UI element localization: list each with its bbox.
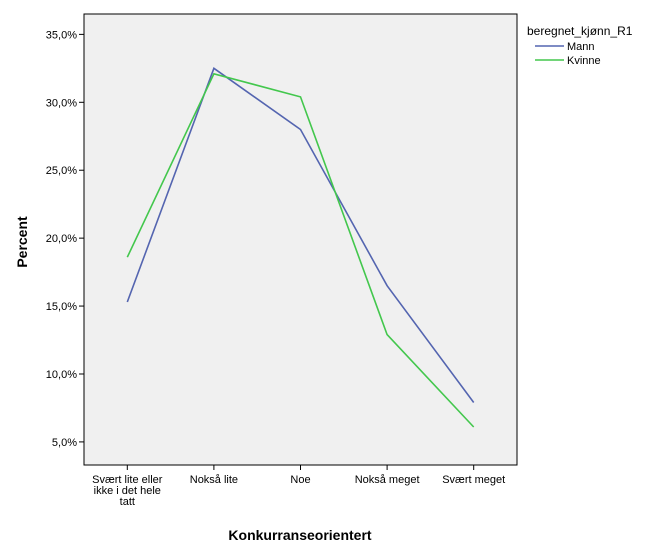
y-tick-label: 30,0% [46, 97, 77, 109]
x-tick-label-line: ikke i det hele [94, 485, 161, 497]
plot-area [83, 13, 518, 466]
series-line-kvinne [126, 72, 475, 428]
y-tick-label: 10,0% [46, 369, 77, 381]
x-tick-label: Svært lite eller ikke i det hele tatt [92, 474, 163, 508]
y-tick-label: 20,0% [46, 233, 77, 245]
x-tick-label: Svært meget [442, 474, 505, 486]
x-tick-label: Nokså meget [355, 474, 420, 486]
y-axis: 5,0% 10,0% 15,0% 20,0% 25,0% 30,0% 35,0% [46, 29, 84, 449]
legend-label: Kvinne [567, 55, 601, 67]
x-axis-title: Konkurranseorientert [228, 527, 371, 543]
y-tick-label: 25,0% [46, 165, 77, 177]
legend-label: Mann [567, 41, 595, 53]
x-tick-label-line: Svært meget [442, 474, 505, 486]
series-lines [126, 67, 475, 428]
x-tick-label-line: Noe [290, 474, 310, 486]
y-tick-label: 15,0% [46, 301, 77, 313]
x-tick-label-line: Nokså meget [355, 474, 420, 486]
legend: beregnet_kjønn_R1 Mann Kvinne [527, 24, 633, 67]
x-tick-label-line: Nokså lite [190, 474, 238, 486]
legend-title: beregnet_kjønn_R1 [527, 24, 633, 38]
x-tick-label-line: tatt [120, 496, 135, 508]
x-tick-label: Nokså lite [190, 474, 238, 486]
y-tick-label: 35,0% [46, 29, 77, 41]
x-axis: Svært lite eller ikke i det hele tatt Nokså… [92, 465, 505, 508]
series-line-mann [126, 67, 475, 403]
x-tick-label-line: Svært lite eller [92, 474, 163, 486]
y-axis-title: Percent [14, 216, 30, 268]
y-tick-label: 5,0% [52, 437, 77, 449]
x-tick-label: Noe [290, 474, 310, 486]
legend-items: Mann Kvinne [535, 41, 601, 67]
